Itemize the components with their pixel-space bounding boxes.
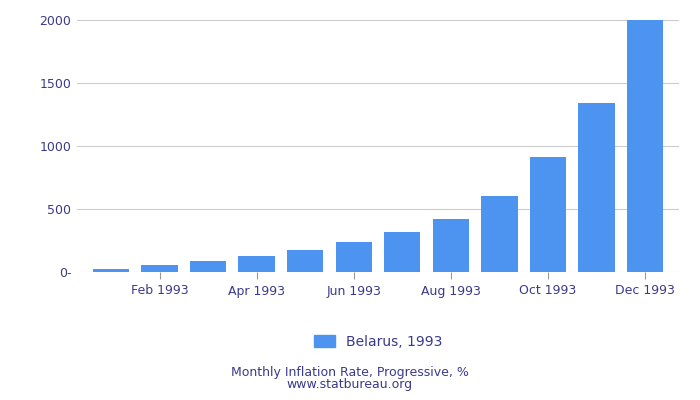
Bar xyxy=(481,196,517,272)
Bar xyxy=(141,265,178,272)
Bar xyxy=(190,261,226,272)
Text: www.statbureau.org: www.statbureau.org xyxy=(287,378,413,391)
Bar xyxy=(433,219,469,272)
Bar xyxy=(384,232,421,272)
Bar xyxy=(335,242,372,272)
Legend: Belarus, 1993: Belarus, 1993 xyxy=(308,329,448,354)
Bar xyxy=(530,157,566,272)
Bar xyxy=(578,103,615,272)
Bar xyxy=(239,256,275,272)
Bar xyxy=(626,20,663,272)
Text: Monthly Inflation Rate, Progressive, %: Monthly Inflation Rate, Progressive, % xyxy=(231,366,469,379)
Bar xyxy=(287,250,323,272)
Bar xyxy=(93,270,130,272)
